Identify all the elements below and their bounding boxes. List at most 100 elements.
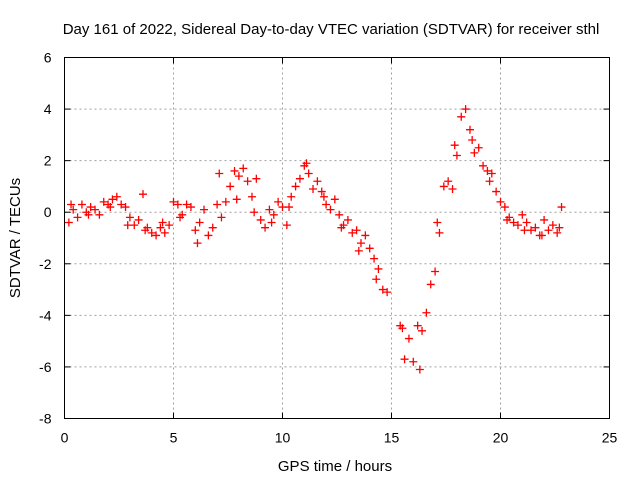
data-point (365, 244, 374, 253)
data-point (234, 172, 243, 181)
data-point (295, 174, 304, 183)
data-point (182, 200, 191, 209)
data-point (86, 203, 95, 212)
data-point (503, 215, 512, 224)
data-point (557, 203, 566, 212)
x-tick-label: 5 (170, 430, 178, 446)
data-point (302, 159, 311, 168)
data-point (404, 334, 413, 343)
data-point (95, 210, 104, 219)
y-tick-label: 6 (44, 50, 52, 66)
data-point (431, 267, 440, 276)
y-tick-label: 2 (44, 153, 52, 169)
data-point (261, 223, 270, 232)
data-point (487, 169, 496, 178)
data-point (247, 192, 256, 201)
grid-lines (64, 57, 610, 419)
data-point (343, 215, 352, 224)
y-axis-label: SDTVAR / TECUs (7, 178, 24, 298)
data-point (274, 197, 283, 206)
data-point (400, 355, 409, 364)
data-point (522, 218, 531, 227)
data-point (492, 187, 501, 196)
y-tick-label: -4 (39, 307, 52, 323)
data-point (282, 221, 291, 230)
data-point (121, 203, 130, 212)
data-point (509, 218, 518, 227)
data-point (426, 280, 435, 289)
x-tick-label: 0 (61, 430, 69, 446)
data-point (269, 210, 278, 219)
data-point (513, 221, 522, 230)
data-point (91, 205, 100, 214)
plot-frame (64, 57, 610, 419)
data-point (152, 231, 161, 240)
data-point (433, 218, 442, 227)
data-point (287, 192, 296, 201)
x-tick-label: 10 (275, 430, 291, 446)
data-point (256, 215, 265, 224)
data-point (383, 288, 392, 297)
data-point (250, 208, 259, 217)
data-point (309, 185, 318, 194)
data-point (243, 177, 252, 186)
data-point (200, 205, 209, 214)
data-point (439, 182, 448, 191)
data-point (322, 200, 331, 209)
data-point (326, 205, 335, 214)
data-point (313, 177, 322, 186)
data-point (267, 218, 276, 227)
data-point (67, 200, 76, 209)
data-point (520, 226, 529, 235)
data-point (356, 239, 365, 248)
data-point (186, 203, 195, 212)
data-point (265, 205, 274, 214)
chart-title: Day 161 of 2022, Sidereal Day-to-day VTE… (63, 21, 600, 38)
data-point (173, 200, 182, 209)
data-point (461, 105, 470, 114)
data-point (285, 203, 294, 212)
data-point (319, 192, 328, 201)
data-point (239, 164, 248, 173)
data-point (69, 205, 78, 214)
data-point (193, 239, 202, 248)
data-point (435, 228, 444, 237)
data-point (304, 169, 313, 178)
data-point (195, 218, 204, 227)
data-point (465, 125, 474, 134)
data-point (448, 185, 457, 194)
data-point (165, 221, 174, 230)
data-point (361, 231, 370, 240)
data-point (77, 200, 86, 209)
data-point (548, 221, 557, 230)
data-point (500, 203, 509, 212)
data-point (444, 177, 453, 186)
data-point (468, 136, 477, 145)
data-point (317, 187, 326, 196)
y-tick-label: 4 (44, 101, 52, 117)
data-point (479, 161, 488, 170)
data-point (378, 285, 387, 294)
data-point (348, 228, 357, 237)
data-point (398, 324, 407, 333)
data-point (147, 228, 156, 237)
data-point (158, 218, 167, 227)
data-point (422, 308, 431, 317)
data-point (138, 190, 147, 199)
data-point (221, 197, 230, 206)
data-point (418, 326, 427, 335)
data-point (335, 210, 344, 219)
data-point (457, 112, 466, 121)
data-point (483, 166, 492, 175)
data-point (232, 195, 241, 204)
data-point (73, 213, 82, 222)
data-point (555, 223, 564, 232)
data-point (553, 228, 562, 237)
data-point (213, 200, 222, 209)
data-point (537, 231, 546, 240)
data-point (156, 223, 165, 232)
data-point (176, 213, 185, 222)
data-point (230, 166, 239, 175)
y-tick-label: -6 (39, 359, 52, 375)
